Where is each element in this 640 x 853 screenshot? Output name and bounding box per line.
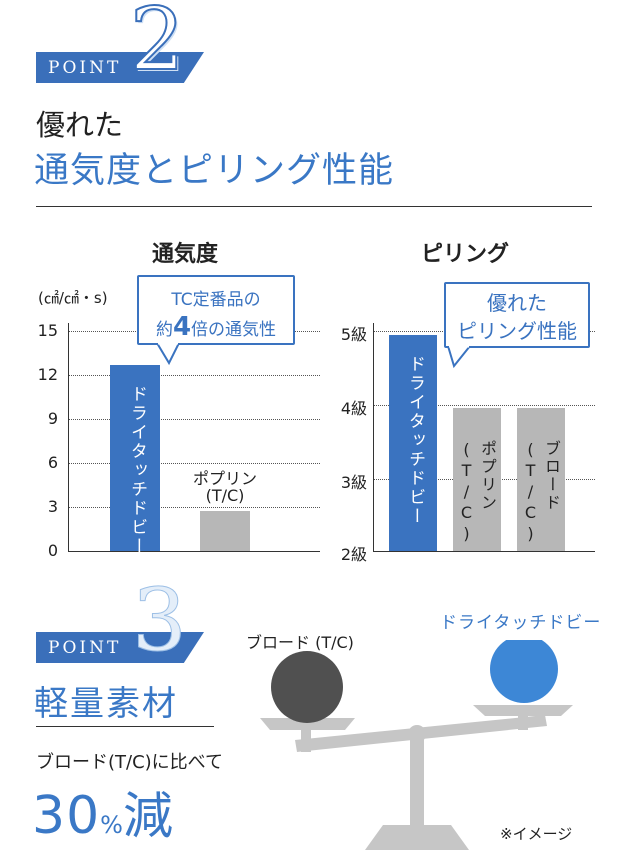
ytick-0: 0 <box>47 541 58 560</box>
weight-dry-touch-dobby <box>490 640 558 703</box>
gridline-6 <box>68 463 320 464</box>
bar-broad <box>517 408 565 551</box>
point3-number: 3 <box>132 571 188 671</box>
point3-compare-text: ブロード(T/C)に比べて <box>36 752 223 773</box>
breathability-chart: 15 12 9 6 3 0 ドライタッチドビー ポプリン (T/C) <box>30 315 320 560</box>
scale-left-label: ブロード (T/C) <box>246 633 354 652</box>
breathability-callout-line2: 約4倍の通気性 <box>139 312 293 342</box>
ytick-6: 6 <box>47 453 58 472</box>
pilling-callout-line1: 優れた <box>487 291 547 315</box>
scale-pivot <box>408 725 426 743</box>
breathability-x-axis <box>68 551 320 552</box>
ytick-15: 15 <box>37 321 58 340</box>
breathability-callout-line1: TC定番品の <box>171 290 261 310</box>
breathability-callout: TC定番品の 約4倍の通気性 <box>137 275 295 345</box>
point2-divider <box>36 206 592 207</box>
breathability-chart-title: 通気度 <box>151 242 218 267</box>
point3-percent: 30%減 <box>32 776 173 848</box>
pilling-y-axis <box>373 323 374 552</box>
bar-dry-touch-dobby <box>110 364 160 551</box>
scale-note: ※イメージ <box>500 825 573 843</box>
scale-left-pan <box>260 718 355 730</box>
gridline-9 <box>68 419 320 420</box>
weight-broad <box>271 651 343 723</box>
percent-sign: % <box>100 811 123 839</box>
point2-label: POINT <box>36 52 204 83</box>
ytick-3: 3 <box>47 497 58 516</box>
pilling-callout: 優れた ピリング性能 <box>444 282 590 348</box>
pilling-x-axis <box>373 551 595 552</box>
scale-base <box>365 825 469 850</box>
breathability-callout-pointer <box>155 343 181 366</box>
breathability-y-axis <box>68 323 69 552</box>
point2-title-large: 通気度とピリング性能 <box>34 151 395 191</box>
pilling-bar3-label-b: (T/C) <box>521 440 540 545</box>
scale-right-pan <box>473 705 573 716</box>
ytick-grade2: 2級 <box>340 545 367 564</box>
bar2-label-line1: ポプリン <box>192 469 257 488</box>
callout-big-number: 4 <box>172 312 192 342</box>
percent-number: 30 <box>32 786 101 846</box>
bar-poplin <box>453 408 501 551</box>
scale-post <box>410 735 424 835</box>
pilling-bar3-label-a: ブロード <box>542 440 561 512</box>
pilling-callout-pointer <box>446 346 472 369</box>
callout-prefix: 約 <box>155 320 173 340</box>
point2-number: 2 <box>129 0 186 90</box>
balance-scale-illustration <box>260 640 573 850</box>
point3-label: POINT <box>36 632 204 663</box>
scale-right-label: ドライタッチドビー <box>440 613 602 633</box>
point3-title: 軽量素材 <box>34 684 178 724</box>
pilling-bar2-label-a: ポプリン <box>478 440 497 512</box>
percent-word: 減 <box>122 787 173 845</box>
bar2-label-line2: (T/C) <box>205 486 245 505</box>
gridline-12 <box>68 375 320 376</box>
ytick-grade5: 5級 <box>340 325 367 344</box>
gridline-grade4 <box>373 405 595 406</box>
breathability-unit: (㎠/㎠・s) <box>38 289 108 307</box>
callout-suffix: 倍の通気性 <box>191 320 277 340</box>
point2-banner: POINT 2 <box>36 0 226 85</box>
ytick-12: 12 <box>37 365 58 384</box>
pilling-bar2-label-b: (T/C) <box>457 440 476 545</box>
pilling-bar1-label: ドライタッチドビー <box>405 355 425 526</box>
ytick-grade3: 3級 <box>340 473 367 492</box>
point3-divider <box>36 726 214 727</box>
point3-banner: POINT 3 <box>36 578 226 668</box>
ytick-9: 9 <box>47 409 58 428</box>
bar-dry-touch-dobby <box>389 334 437 551</box>
point2-title-small: 優れた <box>36 108 124 142</box>
pilling-chart-title: ピリング <box>420 242 509 267</box>
pilling-callout-line2: ピリング性能 <box>457 319 577 343</box>
bar1-label: ドライタッチドビー <box>127 385 147 556</box>
gridline-3 <box>68 507 320 508</box>
ytick-grade4: 4級 <box>340 399 367 418</box>
bar-poplin <box>200 511 250 551</box>
